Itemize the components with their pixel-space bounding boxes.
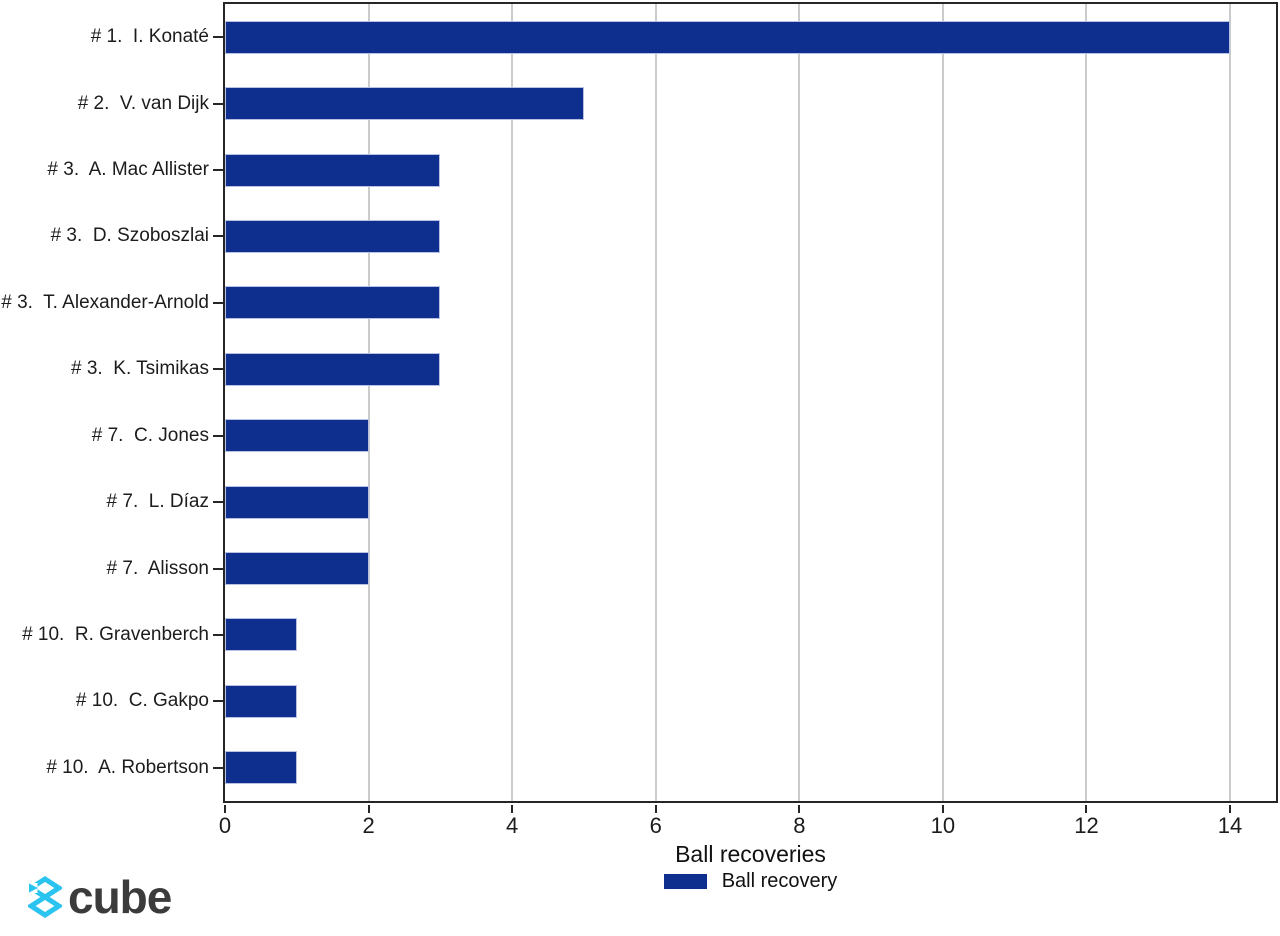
plot-area <box>223 2 1278 803</box>
x-tick-label: 12 <box>1074 813 1099 838</box>
gridline-x-8 <box>798 4 801 801</box>
gridline-x-6 <box>654 4 657 801</box>
bar <box>225 552 369 586</box>
y-tick-mark <box>213 169 223 172</box>
gridline-x-4 <box>511 4 514 801</box>
x-tick-label: 2 <box>362 813 375 838</box>
y-tick-mark <box>213 235 223 238</box>
gridline-x-12 <box>1085 4 1088 801</box>
x-tick-label: 6 <box>649 813 662 838</box>
bar <box>225 352 441 386</box>
y-tick-label: # 10. C. Gakpo <box>75 690 209 712</box>
y-tick-mark <box>213 36 223 39</box>
gridline-x-2 <box>367 4 370 801</box>
bar <box>225 485 369 519</box>
y-tick-label: # 2. V. van Dijk <box>77 92 209 114</box>
bar <box>225 618 297 652</box>
legend-label: Ball recovery <box>721 870 838 892</box>
x-tick-mark <box>1085 805 1088 813</box>
y-tick-mark <box>213 434 223 437</box>
y-tick-label: # 3. A. Mac Allister <box>47 159 209 181</box>
y-tick-label: # 1. I. Konaté <box>90 26 209 48</box>
y-tick-label: # 3. T. Alexander-Arnold <box>1 291 209 313</box>
x-tick-label: 14 <box>1217 813 1243 838</box>
y-tick-mark <box>213 301 223 304</box>
y-tick-mark <box>213 567 223 570</box>
y-tick-label: # 7. C. Jones <box>91 424 209 446</box>
bar <box>225 419 369 453</box>
bar <box>225 20 1231 54</box>
bar <box>225 153 441 187</box>
x-tick-mark <box>798 805 801 813</box>
cube-logo: cube <box>28 871 172 923</box>
x-tick-mark <box>511 805 514 813</box>
x-tick-mark <box>1229 805 1232 813</box>
y-tick-label: # 7. Alisson <box>106 557 209 579</box>
x-tick-label: 8 <box>793 813 806 838</box>
y-tick-mark <box>213 368 223 371</box>
bar <box>225 751 297 785</box>
y-tick-label: # 3. K. Tsimikas <box>71 358 209 380</box>
x-tick-label: 10 <box>930 813 956 838</box>
y-tick-mark <box>213 700 223 703</box>
y-tick-label: # 3. D. Szoboszlai <box>50 225 209 247</box>
bar <box>225 219 441 253</box>
x-axis-label: Ball recoveries <box>675 841 826 867</box>
x-tick-label: 4 <box>506 813 519 838</box>
y-tick-mark <box>213 633 223 636</box>
gridline-x-10 <box>941 4 944 801</box>
y-tick-mark <box>213 102 223 105</box>
y-tick-mark <box>213 501 223 504</box>
x-tick-label: 0 <box>218 813 232 838</box>
bar <box>225 286 441 320</box>
x-tick-mark <box>367 805 370 813</box>
x-tick-mark <box>941 805 944 813</box>
legend: Ball recovery <box>223 870 1278 893</box>
x-tick-mark <box>224 805 226 813</box>
legend-swatch <box>663 874 707 889</box>
y-tick-label: # 10. A. Robertson <box>46 756 209 778</box>
bar <box>225 684 297 718</box>
gridline-x-14 <box>1229 4 1232 801</box>
y-tick-mark <box>213 766 223 769</box>
cube-logo-text: cube <box>68 871 172 923</box>
y-tick-label: # 10. R. Gravenberch <box>22 623 209 645</box>
bar <box>225 87 584 121</box>
y-tick-label: # 7. L. Díaz <box>106 491 209 513</box>
x-tick-mark <box>654 805 657 813</box>
cube-logo-icon <box>28 876 62 918</box>
